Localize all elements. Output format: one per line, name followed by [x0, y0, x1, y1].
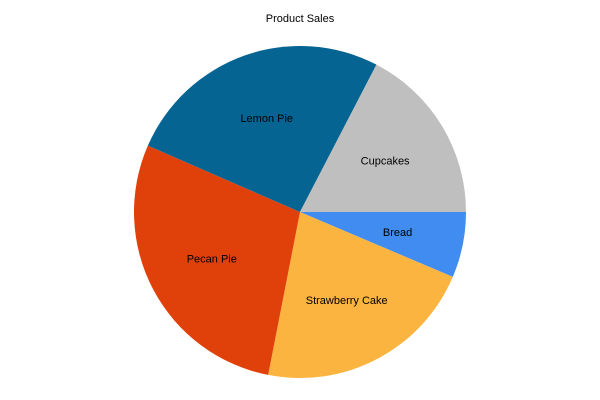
pie-slice-strawberry-cake [268, 212, 453, 378]
slice-label: Lemon Pie [240, 113, 293, 125]
pie-slice-lemon-pie [147, 45, 377, 213]
slice-label: Bread [383, 227, 412, 239]
slice-label: Strawberry Cake [306, 295, 388, 307]
pie-slice-cupcakes [300, 64, 466, 212]
pie-slice-pecan-pie [133, 145, 300, 375]
chart-title: Product Sales [266, 13, 335, 25]
slice-label: Cupcakes [361, 155, 410, 167]
pie-slice-bread [300, 212, 466, 277]
slice-label: Pecan Pie [187, 253, 237, 265]
